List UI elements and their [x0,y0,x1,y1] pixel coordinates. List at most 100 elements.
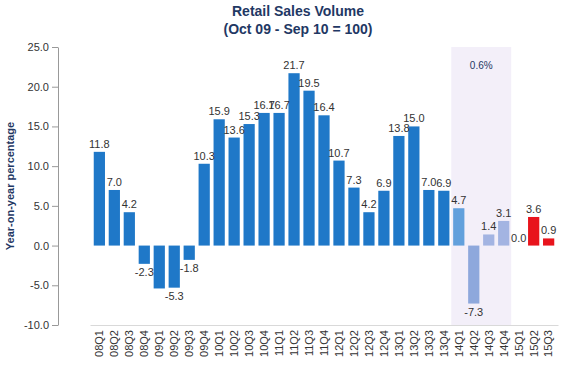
bar [483,234,494,245]
x-tick-label: 13Q1 [393,330,405,357]
y-tick-mark [52,87,58,88]
x-tick: 09Q2 [168,325,180,357]
y-tick-mark [52,325,58,326]
bar [199,164,210,246]
x-tick: 10Q3 [243,325,255,357]
chart: 0.6%Retail Sales Volume(Oct 09 - Sep 10 … [0,0,576,375]
x-tick: 14Q4 [498,325,510,357]
x-tick: 08Q2 [108,325,120,357]
x-tick: 08Q4 [138,325,150,357]
subtitle: (Oct 09 - Sep 10 = 100) [223,21,372,37]
bar [318,115,329,245]
bar [303,91,314,246]
x-tick: 13Q1 [393,325,405,357]
bar [273,113,284,246]
x-tick: 15Q3 [542,325,554,357]
x-tick-label: 14Q2 [468,330,480,357]
x-tick: 13Q4 [438,325,450,357]
bar [438,191,449,246]
bar [393,136,404,246]
y-axis-line [58,48,59,326]
y-tick-mark [52,126,58,127]
y-tick: 0.0 [34,240,58,252]
x-tick-label: 09Q4 [198,330,210,357]
bar [154,246,165,289]
x-tick: 11Q2 [288,325,300,356]
x-tick-label: 15Q2 [528,330,540,357]
x-tick: 09Q3 [183,325,195,357]
x-tick: 12Q3 [363,325,375,357]
bar [423,190,434,246]
bar [229,138,240,246]
x-tick-label: 09Q2 [168,330,180,357]
bar [408,126,419,245]
y-tick: -10.0 [24,319,58,331]
shaded-region [451,47,511,325]
data-label: 6.9 [436,177,451,189]
x-tick-label: 10Q3 [243,330,255,357]
y-tick: 20.0 [28,81,58,93]
title: Retail Sales Volume [232,3,364,19]
x-tick-label: 15Q3 [542,330,554,357]
bar [169,246,180,288]
x-tick: 14Q1 [453,325,465,357]
x-tick-label: 13Q3 [423,330,435,357]
x-tick-label: 10Q2 [228,330,240,357]
x-tick-label: 08Q4 [138,330,150,357]
data-label: 7.0 [421,176,436,188]
data-label: 10.3 [193,150,214,162]
x-tick: 13Q2 [408,325,420,357]
y-axis-title: Year-on-year percentage [4,122,16,250]
x-tick-label: 15Q1 [513,330,525,357]
data-label: 10.7 [328,147,349,159]
y-tick-label: -10.0 [24,319,49,331]
x-tick: 13Q3 [423,325,435,357]
data-label: 15.9 [208,105,229,117]
data-label: -7.3 [464,306,483,318]
data-label: -1.8 [180,262,199,274]
x-tick-label: 14Q4 [498,330,510,357]
data-label: 0.9 [541,224,556,236]
x-tick: 10Q2 [228,325,240,357]
y-tick: 5.0 [34,200,58,212]
bar [214,119,225,245]
bar [498,221,509,246]
x-tick: 11Q1 [273,325,285,356]
y-tick-label: 20.0 [28,81,49,93]
bars [94,73,555,303]
data-label: 13.6 [223,124,244,136]
bar [288,73,299,245]
data-label: 21.7 [283,59,304,71]
x-tick-label: 08Q1 [93,330,105,357]
bar [244,124,255,246]
x-axis-line [91,325,559,326]
x-tick: 11Q3 [303,325,315,356]
x-tick: 12Q2 [348,325,360,357]
x-tick-label: 11Q2 [288,330,300,356]
data-label: 1.4 [481,220,496,232]
x-tick-label: 09Q1 [153,330,165,357]
x-tick-label: 11Q4 [318,330,330,356]
data-label: 15.0 [403,112,424,124]
data-label: 7.3 [346,174,361,186]
bar [94,152,105,246]
data-label: 4.2 [122,198,137,210]
x-tick-label: 14Q1 [453,330,465,357]
y-tick-label: 5.0 [34,200,49,212]
data-label: 16.7 [268,99,289,111]
x-tick-label: 12Q2 [348,330,360,357]
x-tick-label: 08Q2 [108,330,120,357]
data-labels: 11.87.04.2-2.3-5.3-1.810.315.913.615.316… [89,59,556,317]
y-axis: -10.0-5.00.05.010.015.020.025.0 [24,41,59,331]
x-tick: 08Q1 [93,325,105,357]
bar [528,217,539,246]
data-label: -2.3 [135,266,154,278]
bar [139,246,150,264]
data-label: 15.3 [238,110,259,122]
bar [109,190,120,246]
y-tick-label: 25.0 [28,41,49,53]
x-tick: 10Q1 [213,325,225,357]
x-tick: 11Q4 [318,325,330,356]
x-tick-label: 14Q3 [483,330,495,357]
x-tick: 14Q3 [483,325,495,357]
